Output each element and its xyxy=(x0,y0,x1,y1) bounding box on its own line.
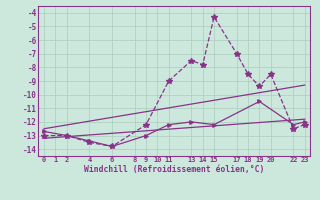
X-axis label: Windchill (Refroidissement éolien,°C): Windchill (Refroidissement éolien,°C) xyxy=(84,165,265,174)
